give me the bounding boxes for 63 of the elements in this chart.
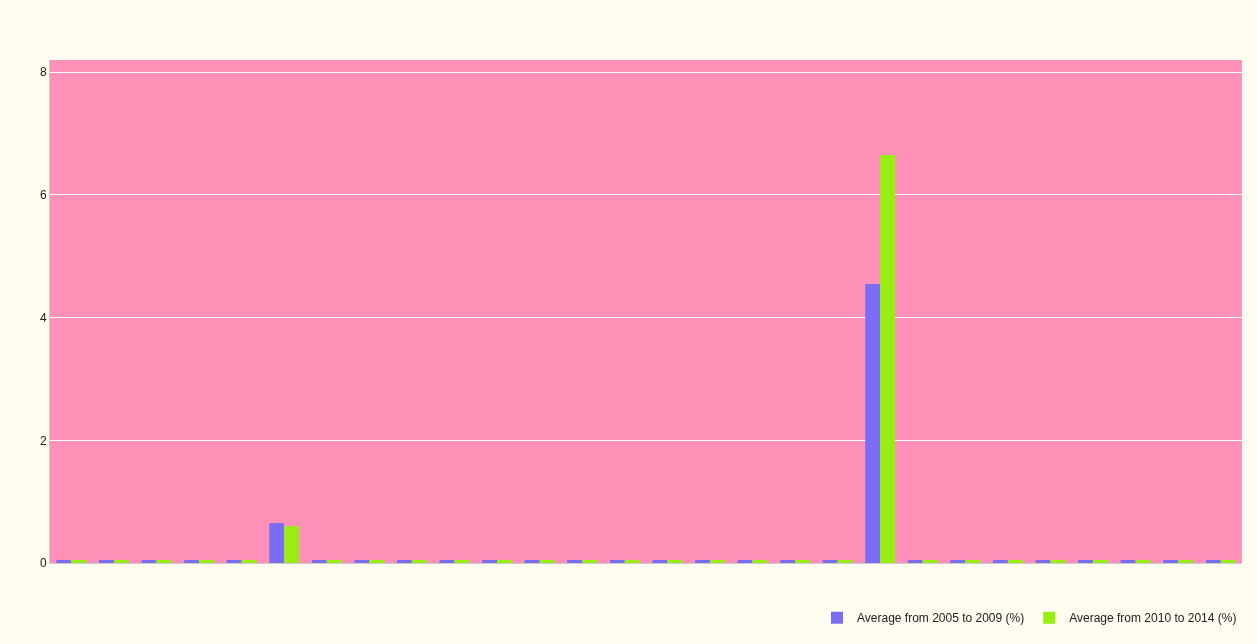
bar xyxy=(326,559,342,563)
bar xyxy=(184,559,199,563)
y-tick-label: 0 xyxy=(39,556,47,571)
legend-label: Average from 2005 to 2009 (%) xyxy=(857,611,1025,626)
bar xyxy=(780,559,795,563)
bar xyxy=(199,559,214,563)
bar xyxy=(567,559,583,563)
bar xyxy=(1163,559,1179,563)
bar xyxy=(1135,559,1151,563)
bar xyxy=(98,559,114,563)
bar xyxy=(667,559,683,563)
bar xyxy=(354,559,370,563)
bar xyxy=(284,526,300,563)
bar xyxy=(369,559,385,563)
bar xyxy=(1078,559,1093,563)
bar xyxy=(624,559,640,563)
bar xyxy=(113,559,129,563)
bar xyxy=(226,559,242,563)
bar xyxy=(482,559,497,563)
bar xyxy=(241,559,257,563)
y-tick-label: 4 xyxy=(39,310,47,325)
bar xyxy=(539,559,555,563)
bar xyxy=(1093,559,1108,563)
y-tick-label: 6 xyxy=(39,188,47,203)
bar xyxy=(1007,559,1023,563)
bar xyxy=(837,559,853,563)
bar xyxy=(1120,559,1136,563)
bar xyxy=(737,559,753,563)
bar xyxy=(582,559,598,563)
bar xyxy=(311,559,327,563)
bar xyxy=(880,155,896,563)
bar xyxy=(396,559,412,563)
bar xyxy=(1205,559,1221,563)
bar xyxy=(709,559,725,563)
bar xyxy=(694,559,710,563)
bar xyxy=(1220,559,1236,563)
bar xyxy=(1035,559,1051,563)
bar xyxy=(156,559,172,563)
bar xyxy=(950,559,966,563)
bar xyxy=(795,559,810,563)
bar xyxy=(454,559,470,563)
bar xyxy=(652,559,668,563)
bar xyxy=(1178,559,1194,563)
bar xyxy=(1050,559,1066,563)
bar xyxy=(141,559,157,563)
bar xyxy=(524,559,540,563)
y-tick-label: 8 xyxy=(39,65,47,80)
bar xyxy=(907,559,923,563)
bar xyxy=(411,559,427,563)
bar xyxy=(752,559,768,563)
y-tick-label: 2 xyxy=(39,433,47,448)
bar xyxy=(56,559,72,563)
bar xyxy=(71,559,87,563)
bar xyxy=(992,559,1008,563)
bar xyxy=(269,523,285,563)
bar xyxy=(439,559,455,563)
legend-label: Average from 2010 to 2014 (%) xyxy=(1069,611,1237,626)
bar xyxy=(609,559,625,563)
bar xyxy=(965,559,981,563)
bar xyxy=(865,283,881,563)
bar xyxy=(497,559,512,563)
bar xyxy=(922,559,938,563)
bar xyxy=(822,559,838,563)
